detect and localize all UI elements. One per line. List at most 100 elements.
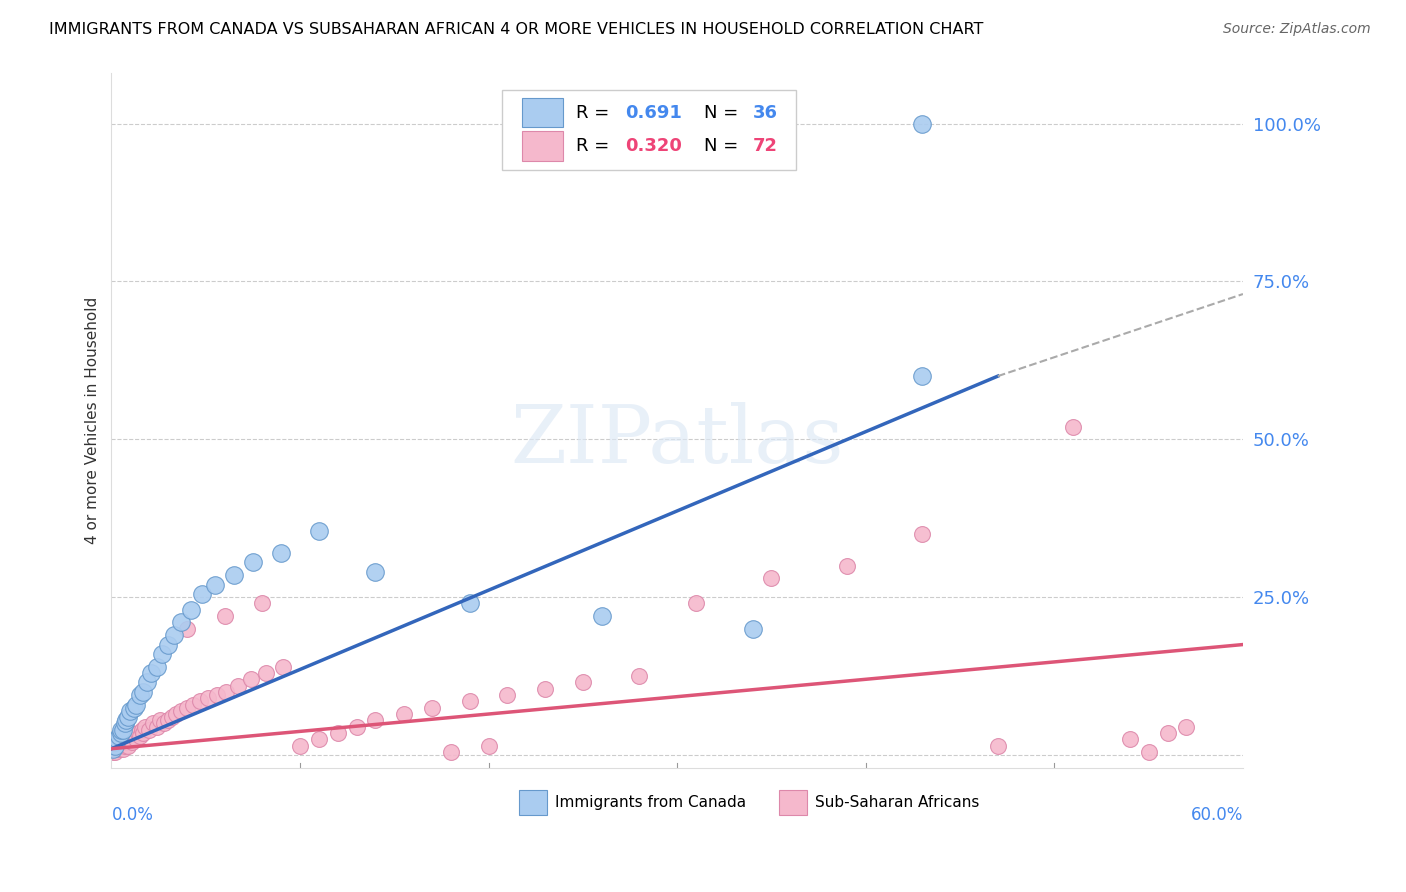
Point	[188, 694, 211, 708]
Text: 0.320: 0.320	[626, 137, 682, 155]
Point	[104, 735, 127, 749]
Text: 0.691: 0.691	[626, 103, 682, 121]
Text: ZIPatlas: ZIPatlas	[510, 402, 844, 480]
Point	[176, 700, 198, 714]
Point	[108, 729, 131, 743]
Point	[128, 688, 150, 702]
Point	[105, 732, 128, 747]
Point	[911, 369, 934, 384]
Point	[572, 675, 595, 690]
Y-axis label: 4 or more Vehicles in Household: 4 or more Vehicles in Household	[86, 297, 100, 544]
Text: N =: N =	[704, 137, 744, 155]
Point	[170, 704, 193, 718]
Point	[134, 720, 156, 734]
Point	[150, 647, 173, 661]
Point	[1062, 419, 1084, 434]
Point	[254, 665, 277, 680]
Point	[1156, 726, 1178, 740]
Point	[326, 726, 349, 740]
Point	[1175, 720, 1198, 734]
Point	[131, 723, 153, 737]
Point	[115, 729, 138, 743]
Point	[685, 597, 707, 611]
Point	[132, 685, 155, 699]
Point	[145, 659, 167, 673]
Point	[478, 739, 501, 753]
Text: R =: R =	[576, 103, 616, 121]
Point	[165, 706, 187, 721]
Point	[120, 732, 142, 747]
Point	[110, 739, 132, 753]
Point	[242, 556, 264, 570]
Point	[121, 735, 143, 749]
Point	[127, 726, 149, 740]
Point	[176, 622, 198, 636]
Point	[270, 546, 292, 560]
Point	[204, 577, 226, 591]
Point	[271, 659, 294, 673]
Point	[108, 741, 131, 756]
Point	[156, 714, 179, 728]
Point	[103, 745, 125, 759]
Point	[108, 732, 131, 747]
Text: Source: ZipAtlas.com: Source: ZipAtlas.com	[1223, 22, 1371, 37]
Bar	[522, 131, 562, 161]
Text: Immigrants from Canada: Immigrants from Canada	[555, 795, 747, 810]
Point	[180, 603, 202, 617]
Point	[114, 739, 136, 753]
Point	[110, 735, 132, 749]
Point	[1137, 745, 1160, 759]
Point	[364, 565, 387, 579]
Text: 0.0%: 0.0%	[111, 805, 153, 824]
Point	[252, 597, 274, 611]
Point	[142, 716, 165, 731]
Text: Sub-Saharan Africans: Sub-Saharan Africans	[815, 795, 980, 810]
Text: R =: R =	[576, 137, 616, 155]
Point	[136, 675, 159, 690]
Point	[197, 691, 219, 706]
Point	[308, 732, 330, 747]
Point	[132, 726, 155, 740]
Point	[139, 665, 162, 680]
Point	[115, 735, 138, 749]
Point	[214, 609, 236, 624]
Point	[156, 638, 179, 652]
Point	[120, 704, 142, 718]
Point	[103, 741, 125, 756]
Point	[364, 714, 387, 728]
Text: IMMIGRANTS FROM CANADA VS SUBSAHARAN AFRICAN 4 OR MORE VEHICLES IN HOUSEHOLD COR: IMMIGRANTS FROM CANADA VS SUBSAHARAN AFR…	[49, 22, 984, 37]
Point	[115, 714, 138, 728]
Point	[145, 720, 167, 734]
Point	[534, 681, 557, 696]
Point	[125, 698, 148, 712]
Point	[288, 739, 311, 753]
Point	[496, 688, 519, 702]
Point	[346, 720, 368, 734]
Point	[103, 741, 125, 756]
Point	[111, 741, 134, 756]
Point	[835, 558, 858, 573]
Bar	[779, 790, 807, 815]
Text: 60.0%: 60.0%	[1191, 805, 1243, 824]
Point	[153, 716, 176, 731]
Point	[104, 739, 127, 753]
Point	[215, 685, 238, 699]
Point	[392, 706, 415, 721]
Point	[761, 571, 783, 585]
Point	[308, 524, 330, 538]
Point	[458, 694, 481, 708]
Point	[117, 710, 139, 724]
Point	[205, 688, 228, 702]
Point	[110, 723, 132, 737]
Point	[239, 673, 263, 687]
Point	[125, 732, 148, 747]
Text: 72: 72	[754, 137, 778, 155]
Point	[104, 739, 127, 753]
Bar	[519, 790, 547, 815]
Point	[911, 116, 934, 130]
Point	[987, 739, 1010, 753]
Point	[226, 679, 249, 693]
Point	[741, 622, 763, 636]
Point	[120, 726, 142, 740]
Point	[111, 732, 134, 747]
